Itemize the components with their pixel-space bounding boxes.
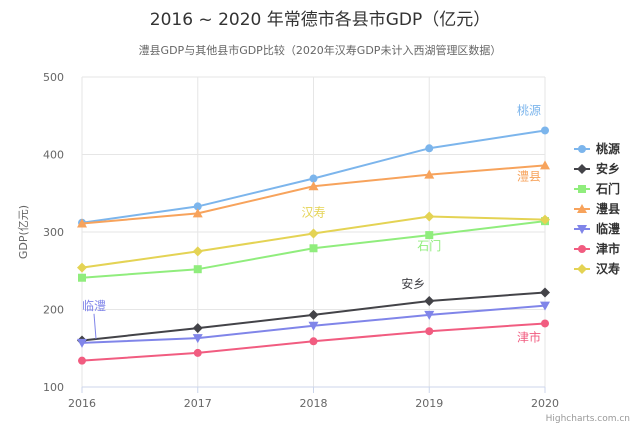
data-point[interactable] (192, 208, 203, 218)
legend-label: 石门 (595, 181, 620, 196)
y-tick-label: 300 (43, 226, 64, 239)
data-point[interactable] (192, 246, 203, 257)
data-point[interactable] (424, 211, 435, 222)
legend-swatch-marker[interactable] (578, 245, 586, 253)
annotation-label: 澧县 (517, 169, 541, 183)
data-point[interactable] (193, 348, 202, 357)
x-tick-label: 2019 (415, 397, 443, 410)
y-tick-label: 500 (43, 71, 64, 84)
annotation-connector (93, 313, 97, 339)
data-point[interactable] (425, 144, 434, 153)
data-point[interactable] (541, 319, 549, 328)
data-point[interactable] (77, 262, 87, 273)
data-point[interactable] (77, 338, 87, 348)
data-point[interactable] (309, 337, 318, 346)
data-point[interactable] (77, 218, 87, 228)
legend-item-津市[interactable]: 津市 (574, 241, 620, 256)
legend-item-石门[interactable]: 石门 (574, 181, 620, 196)
data-point[interactable] (192, 334, 203, 344)
data-point[interactable] (193, 265, 202, 274)
series-汉寿 (77, 211, 550, 273)
y-axis-title: GDP(亿元) (17, 205, 30, 259)
legend-label: 临澧 (596, 221, 620, 236)
legend-item-汉寿[interactable]: 汉寿 (574, 261, 620, 276)
y-tick-label: 100 (43, 381, 64, 394)
data-point[interactable] (425, 327, 434, 336)
legend-swatch-marker[interactable] (577, 164, 587, 174)
x-tick-label: 2018 (300, 397, 328, 410)
data-point[interactable] (540, 160, 550, 170)
annotation-label: 津市 (517, 329, 541, 344)
data-point[interactable] (193, 202, 202, 211)
data-point[interactable] (540, 287, 550, 298)
legend-item-安乡[interactable]: 安乡 (574, 161, 620, 176)
data-point[interactable] (308, 228, 319, 239)
series-澧县 (77, 160, 550, 228)
x-tick-label: 2020 (531, 397, 559, 410)
y-tick-label: 400 (43, 149, 64, 162)
legend-item-桃源[interactable]: 桃源 (574, 141, 620, 156)
y-tick-label: 200 (43, 304, 64, 317)
x-tick-label: 2016 (68, 397, 96, 410)
data-point[interactable] (308, 309, 319, 320)
data-point[interactable] (78, 273, 86, 282)
annotation-label: 石门 (417, 238, 441, 253)
data-point[interactable] (540, 214, 550, 225)
legend-swatch-marker[interactable] (578, 145, 586, 153)
legend-swatch-marker[interactable] (577, 264, 587, 274)
x-tick-label: 2017 (184, 397, 212, 410)
legend-label: 桃源 (596, 141, 620, 156)
chart-credits[interactable]: Highcharts.com.cn (546, 414, 630, 424)
legend-swatch-marker[interactable] (578, 185, 586, 193)
chart-title: 2016 ~ 2020 年常德市各县市GDP（亿元） (150, 10, 491, 30)
annotation-label: 汉寿 (301, 206, 325, 220)
data-point[interactable] (192, 323, 203, 334)
series-安乡 (77, 287, 550, 346)
series-津市 (78, 319, 549, 365)
series-临澧 (77, 301, 550, 348)
annotation-label: 安乡 (401, 276, 425, 291)
data-point[interactable] (308, 181, 319, 191)
data-point[interactable] (424, 295, 435, 306)
legend-swatch-marker[interactable] (577, 204, 587, 213)
annotation-label: 临澧 (82, 299, 106, 313)
annotation-label: 桃源 (517, 102, 541, 117)
legend-swatch-marker[interactable] (577, 225, 587, 234)
legend-item-澧县[interactable]: 澧县 (574, 201, 620, 216)
data-point[interactable] (425, 231, 434, 240)
data-point[interactable] (309, 174, 318, 183)
legend-label: 津市 (596, 241, 620, 256)
data-point[interactable] (78, 356, 86, 365)
chart-subtitle: 澧县GDP与其他县市GDP比较（2020年汉寿GDP未计入西湖管理区数据） (139, 43, 502, 57)
legend-label: 汉寿 (596, 261, 620, 276)
axes: 100 200 300 400 500 2016 2017 2018 2019 2020 (43, 71, 559, 410)
data-point[interactable] (541, 126, 549, 135)
legend-label: 澧县 (596, 201, 620, 216)
series-lines (77, 126, 550, 365)
legend-item-临澧[interactable]: 临澧 (574, 221, 620, 236)
legend-label: 安乡 (596, 161, 620, 176)
data-point[interactable] (308, 321, 319, 331)
data-point[interactable] (424, 310, 435, 320)
data-point[interactable] (424, 169, 435, 179)
data-point[interactable] (540, 301, 550, 311)
data-point[interactable] (309, 244, 318, 253)
